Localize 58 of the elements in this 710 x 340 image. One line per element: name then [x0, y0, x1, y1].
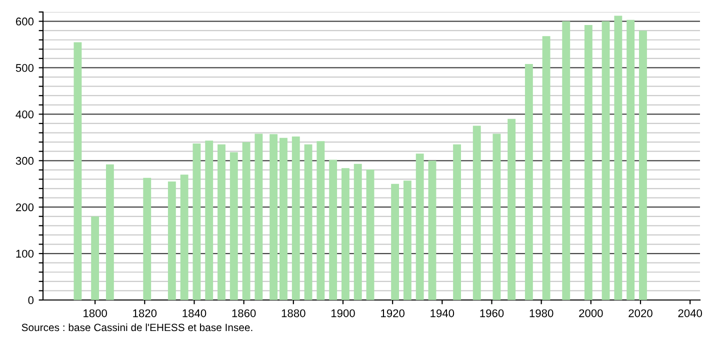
bar — [280, 138, 288, 300]
bar — [74, 42, 82, 300]
x-tick-label: 2000 — [579, 309, 603, 318]
bar — [242, 142, 250, 300]
x-tick-label: 1840 — [182, 309, 206, 318]
x-tick-label: 2020 — [628, 309, 652, 318]
bar — [180, 174, 188, 300]
x-tick-label: 1940 — [430, 309, 454, 318]
bar — [270, 134, 278, 300]
bar — [542, 36, 550, 300]
bar — [218, 144, 226, 300]
y-tick-label: 500 — [16, 64, 34, 72]
bar — [192, 143, 201, 300]
y-tick-label: 200 — [16, 203, 34, 212]
bar — [391, 184, 400, 300]
bar — [342, 168, 350, 300]
source-note: Sources : base Cassini de l'EHESS et base Insee. — [22, 323, 252, 332]
bar — [329, 160, 338, 300]
bar — [472, 126, 481, 300]
bar — [639, 30, 647, 300]
y-tick-label: 300 — [16, 156, 34, 165]
bar — [562, 21, 570, 300]
bar — [524, 64, 533, 300]
bar — [403, 180, 412, 300]
x-tick-label: 1820 — [133, 309, 157, 318]
bar — [168, 182, 176, 300]
x-tick-label: 1860 — [232, 309, 256, 318]
bar — [602, 21, 610, 300]
x-tick-label: 1900 — [331, 309, 355, 318]
x-tick-label: 1800 — [84, 309, 107, 318]
bar — [584, 25, 592, 300]
bar — [626, 20, 635, 300]
bar — [428, 160, 436, 300]
bar — [230, 152, 238, 300]
bar — [416, 154, 424, 300]
y-tick-label: 0 — [28, 296, 34, 304]
bar — [316, 141, 325, 300]
bar — [304, 144, 312, 300]
bar — [366, 169, 374, 300]
bar — [106, 164, 114, 300]
x-tick-label: 2040 — [678, 309, 702, 318]
x-tick-label: 1980 — [530, 309, 554, 318]
bar — [492, 134, 501, 300]
bar — [143, 178, 152, 300]
bar — [614, 16, 622, 300]
bar — [508, 118, 516, 300]
x-tick-label: 1960 — [480, 309, 504, 318]
bar — [205, 140, 214, 300]
y-tick-label: 400 — [16, 110, 34, 118]
bar — [453, 144, 461, 300]
bar — [292, 136, 300, 300]
x-tick-label: 1880 — [282, 309, 306, 318]
y-tick-label: 600 — [16, 18, 34, 26]
bar — [254, 134, 263, 300]
y-tick-label: 100 — [16, 250, 34, 258]
bar — [354, 164, 362, 300]
x-tick-label: 1920 — [381, 309, 404, 318]
bar — [91, 216, 100, 300]
